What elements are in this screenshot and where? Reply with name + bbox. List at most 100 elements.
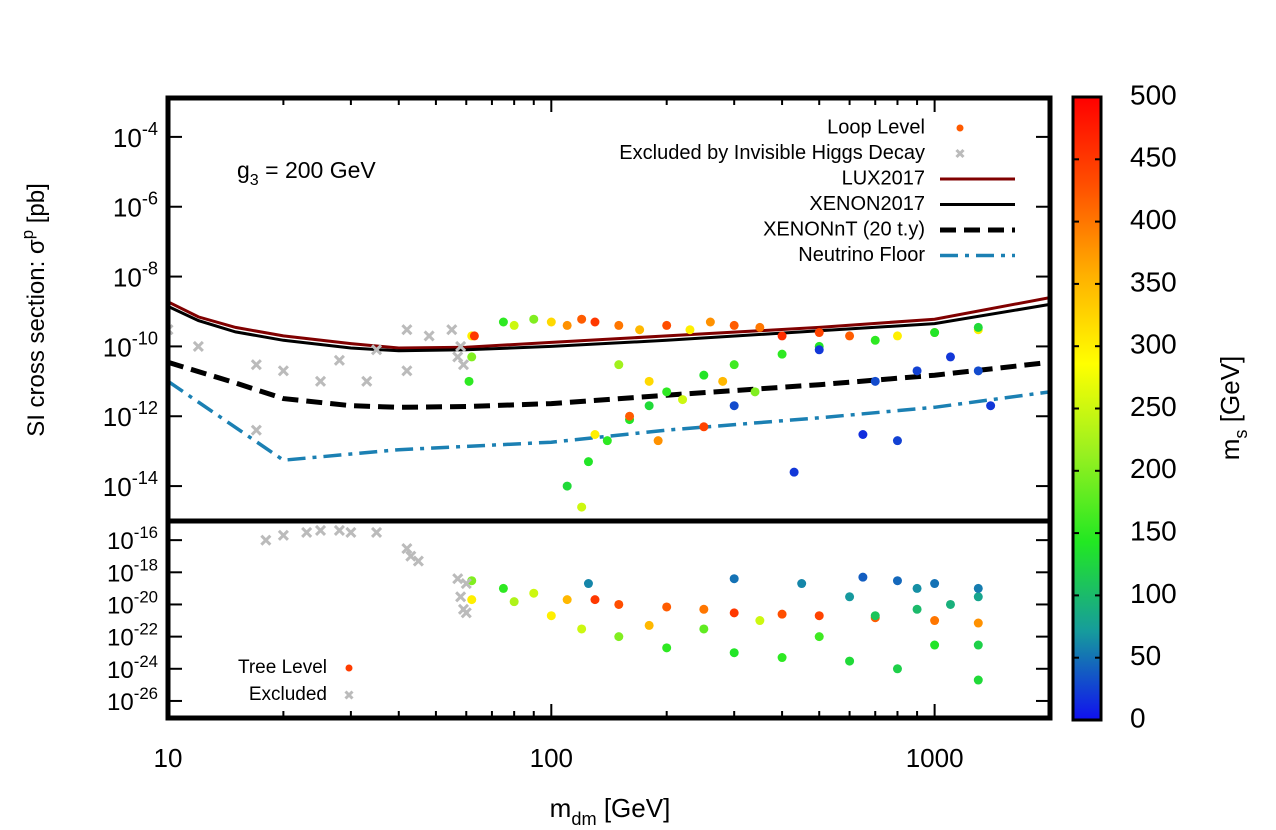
point	[755, 322, 765, 332]
excluded-point	[405, 550, 417, 562]
point	[583, 579, 593, 589]
point	[729, 608, 739, 618]
excluded-point	[301, 526, 313, 539]
point	[986, 401, 996, 411]
excluded-point	[401, 365, 413, 377]
point	[602, 436, 612, 446]
point	[464, 376, 474, 386]
point	[467, 352, 477, 362]
point	[750, 387, 760, 397]
legend-marker	[345, 664, 353, 672]
annotation: g3 = 200 GeV	[237, 157, 376, 189]
legend-label: Excluded	[249, 684, 327, 705]
excluded-point	[460, 577, 472, 590]
legend-label: Tree Level	[238, 657, 327, 678]
colorbar-tick-label: 100	[1130, 578, 1177, 609]
point	[469, 331, 479, 341]
colorbar-tick-label: 450	[1130, 142, 1177, 173]
legend-marker	[956, 124, 964, 132]
y-tick-label: 10-4	[113, 119, 158, 153]
point	[973, 322, 983, 332]
point	[892, 576, 902, 586]
colorbar-tick-label: 400	[1130, 204, 1177, 235]
point	[644, 620, 654, 630]
colorbar-tick-label: 0	[1130, 702, 1146, 733]
point	[777, 653, 787, 663]
excluded-point	[401, 324, 413, 336]
point	[699, 604, 709, 614]
y-tick-label: 10-6	[113, 189, 158, 223]
point	[973, 618, 983, 628]
excluded-point	[455, 591, 467, 603]
point	[870, 376, 880, 386]
point	[912, 604, 922, 614]
y-tick-label: 10-16	[107, 523, 158, 555]
point	[858, 430, 868, 440]
point	[644, 401, 654, 411]
curve	[168, 302, 1050, 353]
point	[870, 611, 880, 621]
excluded-point	[446, 324, 458, 336]
point	[845, 592, 855, 602]
excluded-point	[314, 375, 327, 387]
point	[653, 436, 663, 446]
curve	[168, 296, 1050, 350]
y-tick-label: 10-20	[107, 587, 158, 619]
point	[577, 502, 587, 512]
point	[973, 583, 983, 593]
point	[509, 597, 519, 607]
point	[614, 632, 624, 642]
y-tick-label: 10-18	[107, 555, 158, 587]
point	[845, 656, 855, 666]
excluded-point	[401, 542, 413, 555]
point	[529, 314, 539, 324]
curve	[168, 359, 1050, 410]
point	[729, 360, 739, 370]
point	[546, 611, 556, 621]
point	[930, 328, 940, 338]
x-tick-label: 100	[530, 743, 573, 773]
point	[729, 320, 739, 330]
point	[892, 664, 902, 674]
plot-area	[260, 524, 983, 685]
point	[718, 376, 728, 386]
excluded-point	[333, 524, 345, 537]
excluded-point	[277, 529, 289, 541]
point	[614, 599, 624, 609]
point	[577, 624, 587, 634]
point	[662, 602, 672, 612]
point	[590, 430, 600, 440]
point	[814, 632, 824, 642]
y-tick-label: 10-24	[107, 652, 158, 684]
point	[498, 317, 508, 327]
colorbar-title: ms [GeV]	[1215, 356, 1251, 460]
point	[635, 325, 645, 335]
plot-area	[168, 296, 1050, 512]
x-tick-label: 10	[154, 743, 183, 773]
point	[583, 457, 593, 467]
point	[546, 317, 556, 327]
point	[678, 395, 688, 405]
colorbar-tick-label: 150	[1130, 515, 1177, 546]
y-tick-label: 10-26	[107, 684, 158, 716]
point	[590, 317, 600, 327]
point	[662, 387, 672, 397]
excluded-point	[457, 359, 470, 371]
legend-label: Excluded by Invisible Higgs Decay	[619, 142, 925, 164]
point	[590, 595, 600, 605]
excluded-point	[192, 340, 204, 352]
excluded-point	[345, 526, 357, 539]
point	[858, 572, 868, 582]
point	[562, 595, 572, 605]
curve	[168, 379, 1050, 462]
point	[973, 592, 983, 602]
point	[577, 314, 587, 324]
point	[973, 675, 983, 685]
x-axis-title: mdm [GeV]	[550, 793, 671, 829]
point	[814, 328, 824, 338]
colorbar-tick-label: 50	[1130, 640, 1161, 671]
point	[614, 360, 624, 370]
point	[777, 349, 787, 359]
point	[467, 595, 477, 605]
y-tick-label: 10-8	[113, 258, 158, 292]
